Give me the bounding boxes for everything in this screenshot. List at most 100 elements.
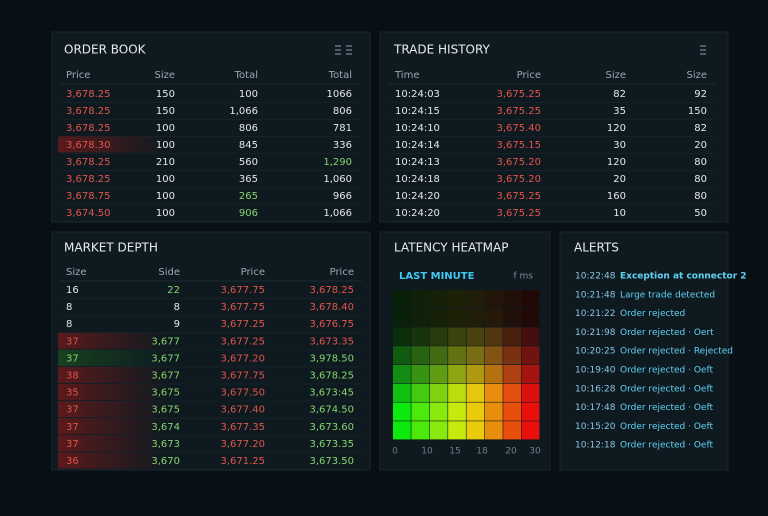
heatmap-cell bbox=[411, 290, 430, 309]
x-tick-label: 20 bbox=[505, 447, 517, 457]
table-cell: 3,675.25 bbox=[496, 106, 541, 117]
table-cell: 37 bbox=[66, 439, 79, 450]
heatmap-cell bbox=[448, 346, 466, 365]
table-cell: 50 bbox=[694, 208, 707, 219]
table-cell: 3,675.25 bbox=[496, 191, 541, 202]
table-cell: 3,674.50 bbox=[66, 208, 111, 219]
table-cell: 3,678.25 bbox=[309, 371, 354, 382]
row-highlight bbox=[58, 418, 168, 435]
x-tick-label: 10 bbox=[421, 447, 433, 457]
table-cell: 3,678.25 bbox=[66, 174, 111, 185]
table-cell: 35 bbox=[613, 106, 626, 117]
heatmap-cell bbox=[411, 402, 430, 421]
table-cell: 806 bbox=[239, 123, 258, 134]
column-header: Side bbox=[158, 267, 180, 278]
table-cell: 3,673 bbox=[151, 439, 180, 450]
table-cell: 37 bbox=[66, 336, 79, 347]
table-cell: 100 bbox=[156, 140, 175, 151]
alert-message: Order rejected · Oeft bbox=[620, 403, 713, 413]
heatmap-cell bbox=[521, 402, 540, 421]
table-cell: 3,674.50 bbox=[309, 405, 354, 416]
table-cell: 10:24:15 bbox=[395, 106, 440, 117]
table-cell: 10:24:14 bbox=[395, 140, 440, 151]
table-cell: 3,674 bbox=[151, 422, 180, 433]
table-cell: 1,066 bbox=[323, 208, 352, 219]
alert-time: 10:21:22 bbox=[575, 309, 615, 319]
alert-message: Order rejected · Oeft bbox=[620, 441, 713, 451]
heatmap-cell bbox=[393, 365, 411, 384]
heatmap-cell bbox=[448, 290, 466, 309]
row-highlight bbox=[58, 136, 168, 153]
menu-icon[interactable] bbox=[700, 45, 706, 55]
heatmap-cell bbox=[521, 308, 540, 327]
alert-message: Order rejected · Oert bbox=[620, 328, 714, 338]
table-cell: 8 bbox=[174, 302, 180, 313]
table-cell: 3,676.75 bbox=[309, 319, 354, 330]
table-cell: 8 bbox=[66, 302, 72, 313]
table-cell: 1,290 bbox=[323, 157, 352, 168]
heatmap-cell bbox=[521, 365, 540, 384]
table-cell: 3,677.75 bbox=[220, 371, 265, 382]
row-highlight bbox=[58, 349, 168, 366]
table-cell: 3,678.30 bbox=[66, 140, 111, 151]
panel bbox=[379, 31, 729, 223]
x-tick-label: 30 bbox=[529, 447, 541, 457]
heatmap-cell bbox=[448, 402, 466, 421]
row-highlight bbox=[58, 452, 168, 469]
table-cell: 3,677 bbox=[151, 353, 180, 364]
panel bbox=[51, 31, 371, 223]
x-tick-label: 15 bbox=[449, 447, 460, 457]
heatmap bbox=[393, 290, 540, 440]
heatmap-cell bbox=[484, 365, 503, 384]
table-cell: 3,675.25 bbox=[496, 208, 541, 219]
alert-time: 10:19:40 bbox=[575, 366, 616, 376]
heatmap-cell bbox=[503, 346, 522, 365]
heatmap-cell bbox=[429, 383, 448, 402]
alert-time: 10:21:98 bbox=[575, 328, 616, 338]
table-cell: 3,670 bbox=[151, 456, 180, 467]
table-cell: 3,675.25 bbox=[496, 89, 541, 100]
row-highlight bbox=[58, 435, 168, 452]
table-cell: 37 bbox=[66, 353, 79, 364]
heatmap-cell bbox=[393, 421, 411, 440]
table-cell: 906 bbox=[239, 208, 258, 219]
table-cell: 3,677.75 bbox=[220, 285, 265, 296]
table-cell: 80 bbox=[694, 157, 707, 168]
table-cell: 100 bbox=[156, 123, 175, 134]
table-cell: 336 bbox=[333, 140, 352, 151]
heatmap-cell bbox=[521, 383, 540, 402]
heatmap-cell bbox=[411, 421, 430, 440]
heatmap-cell bbox=[521, 346, 540, 365]
column-header: Size bbox=[66, 267, 87, 278]
heatmap-cell bbox=[466, 402, 485, 421]
heatmap-cell bbox=[393, 290, 411, 309]
panel-title: ALERTS bbox=[574, 241, 619, 255]
heatmap-cell bbox=[466, 365, 485, 384]
table-cell: 3,678.25 bbox=[66, 123, 111, 134]
table-cell: 3,678.25 bbox=[66, 157, 111, 168]
table-cell: 100 bbox=[156, 208, 175, 219]
heatmap-cell bbox=[429, 402, 448, 421]
table-cell: 20 bbox=[694, 140, 707, 151]
heatmap-cell bbox=[411, 308, 430, 327]
table-cell: 3,675 bbox=[151, 405, 180, 416]
row-highlight bbox=[58, 332, 168, 349]
table-cell: 82 bbox=[613, 89, 626, 100]
table-cell: 3,677.20 bbox=[220, 353, 265, 364]
alert-time: 10:21:48 bbox=[575, 290, 616, 300]
table-cell: 845 bbox=[239, 140, 258, 151]
column-header: Total bbox=[328, 70, 352, 81]
heatmap-cell bbox=[466, 308, 485, 327]
x-tick-label: 18 bbox=[476, 447, 488, 457]
table-cell: 1,060 bbox=[323, 174, 352, 185]
heatmap-cell bbox=[484, 327, 503, 346]
heatmap-cell bbox=[429, 421, 448, 440]
alert-message: Large trade detected bbox=[620, 290, 715, 300]
table-cell: 3,677.75 bbox=[220, 302, 265, 313]
heatmap-cell bbox=[448, 308, 466, 327]
heatmap-cell bbox=[484, 308, 503, 327]
table-cell: 20 bbox=[613, 174, 626, 185]
heatmap-cell bbox=[503, 290, 522, 309]
menu-icon[interactable] bbox=[335, 45, 352, 55]
